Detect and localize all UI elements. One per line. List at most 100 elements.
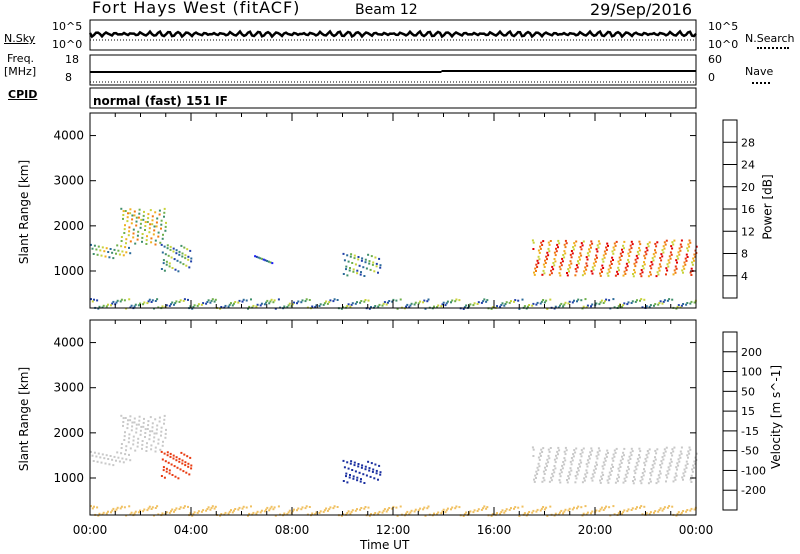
data-cell [111,458,114,461]
data-cell [146,428,149,430]
data-cell [485,300,488,303]
data-cell [694,255,697,258]
data-cell [92,460,95,462]
data-cell [356,476,359,479]
data-cell [347,467,350,470]
data-cell [640,275,643,278]
data-cell [614,481,617,484]
data-cell [686,247,689,250]
data-cell [611,256,614,259]
data-cell [179,261,182,264]
data-cell [650,267,653,270]
data-cell [124,246,127,249]
data-cell [643,470,646,473]
data-cell [692,464,695,467]
data-cell [535,303,538,306]
data-cell [569,467,572,470]
data-cell [526,512,529,515]
data-cell [143,417,145,420]
data-cell [450,508,452,511]
data-cell [364,465,367,468]
data-cell [612,298,615,301]
data-cell [677,464,680,467]
data-cell [668,505,671,508]
data-cell [568,507,571,510]
data-cell [151,215,154,218]
data-cell [599,272,601,275]
data-cell [532,248,535,250]
data-cell [120,236,123,238]
data-cell [642,474,645,477]
data-cell [549,240,552,242]
data-cell [682,472,685,475]
velocity-colorbar-tick-label: 15 [741,405,755,418]
data-cell [297,300,300,303]
data-cell [458,299,461,302]
data-cell [156,298,159,301]
data-cell [660,253,663,256]
data-cell [670,460,673,463]
data-cell [139,509,142,512]
data-cell [622,451,625,454]
data-cell [660,259,663,262]
data-cell [584,473,587,476]
data-cell [98,512,101,515]
data-cell [385,510,388,513]
data-cell [200,510,203,513]
data-cell [584,298,587,301]
data-cell [537,469,540,472]
data-cell [547,241,550,244]
data-cell [233,302,235,305]
data-cell [591,272,594,275]
data-cell [583,272,586,275]
data-cell [168,469,171,472]
data-cell [687,243,690,246]
data-cell [157,438,160,441]
data-cell [352,477,355,480]
data-cell [300,508,303,511]
data-cell [192,513,195,515]
data-cell [156,424,159,427]
data-cell [277,298,280,301]
data-cell [504,510,507,512]
data-cell [643,298,646,301]
data-cell [681,476,684,479]
data-cell [582,512,585,515]
data-cell [91,454,94,457]
data-cell [623,240,626,243]
data-cell [671,247,674,250]
data-cell [678,253,681,256]
data-cell [544,469,547,471]
data-cell [296,302,298,305]
data-cell [682,478,684,481]
data-cell [569,253,572,256]
data-cell [663,247,666,250]
data-cell [590,305,592,308]
data-cell [352,475,355,478]
data-cell [252,511,255,514]
data-cell [638,247,641,249]
data-cell [596,250,599,253]
data-cell [293,508,295,511]
data-cell [138,419,141,422]
data-cell [605,248,608,251]
data-cell [695,452,698,455]
data-cell [641,513,644,516]
data-cell [120,452,123,455]
data-cell [122,254,125,257]
data-cell [503,304,506,307]
data-cell [661,255,664,258]
data-cell [644,464,647,467]
data-cell [689,241,692,244]
data-cell [619,466,622,468]
data-cell [621,248,623,251]
data-cell [367,460,370,463]
data-cell [513,507,515,510]
data-cell [359,480,362,483]
data-cell [678,454,681,457]
data-cell [148,298,151,301]
data-cell [160,426,163,429]
data-cell [256,510,259,513]
data-cell [595,455,598,458]
